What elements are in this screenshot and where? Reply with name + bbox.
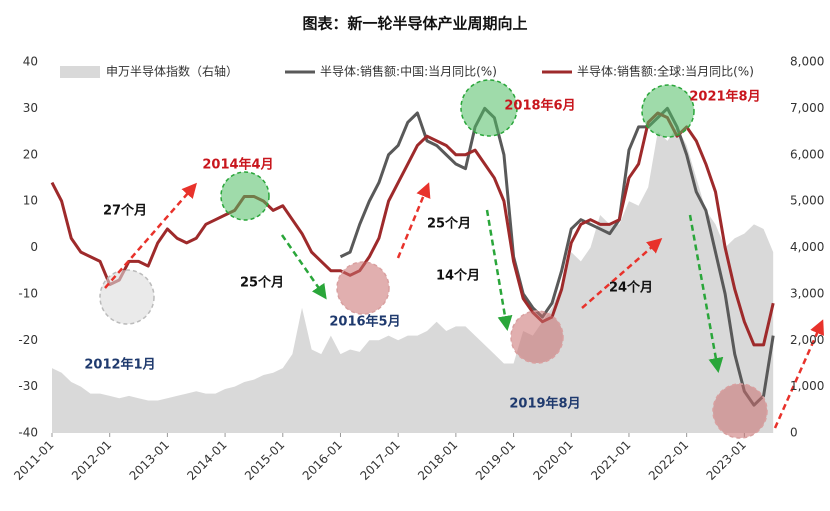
circle xyxy=(336,261,390,315)
y-tick-label: 10 xyxy=(23,194,38,208)
arrow xyxy=(396,182,431,259)
y-tick-label: 30 xyxy=(23,101,38,115)
x-tick-label: 2020-01 xyxy=(531,438,576,483)
y2-tick-label: 2,000 xyxy=(790,333,824,347)
x-tick-label: 2019-01 xyxy=(473,438,518,483)
y2-tick-label: 5,000 xyxy=(790,194,824,208)
y2-tick-label: 7,000 xyxy=(790,101,824,115)
circle xyxy=(460,79,518,137)
y2-tick-label: 3,000 xyxy=(790,286,824,300)
annotation: 25个月 xyxy=(240,275,284,291)
x-tick-label: 2015-01 xyxy=(242,438,287,483)
arrow xyxy=(581,238,663,309)
annotation: 2016年5月 xyxy=(329,314,400,330)
circle xyxy=(641,84,695,138)
annotation: 14个月 xyxy=(436,268,480,284)
circle xyxy=(99,269,155,325)
y2-tick-label: 4,000 xyxy=(790,240,824,254)
y-tick-label: -40 xyxy=(18,426,38,440)
y2-tick-label: 0 xyxy=(790,426,798,440)
x-tick-label: 2021-01 xyxy=(588,438,633,483)
y-tick-label: 40 xyxy=(23,55,38,69)
x-tick-label: 2011-01 xyxy=(11,438,56,483)
y-tick-label: 20 xyxy=(23,147,38,161)
x-tick-label: 2012-01 xyxy=(69,438,114,483)
x-tick-label: 2016-01 xyxy=(300,438,345,483)
y2-tick-label: 8,000 xyxy=(790,55,824,69)
x-tick-label: 2018-01 xyxy=(415,438,460,483)
arrow xyxy=(485,209,513,331)
circle xyxy=(510,310,564,364)
x-tick-label: 2014-01 xyxy=(184,438,229,483)
annotation: 2014年4月 xyxy=(202,157,273,173)
y-tick-label: 0 xyxy=(30,240,38,254)
y-tick-label: -30 xyxy=(18,379,38,393)
area xyxy=(52,126,774,434)
x-tick-label: 2017-01 xyxy=(357,438,402,483)
line xyxy=(339,106,775,407)
x-tick-label: 2023-01 xyxy=(704,438,749,483)
plot-area xyxy=(50,106,775,437)
circle xyxy=(220,171,270,221)
y2-tick-label: 1,000 xyxy=(790,379,824,393)
annotation: 2012年1月 xyxy=(84,357,155,373)
highlight-circles xyxy=(99,79,768,439)
legend-label: 半导体:销售额:中国:当月同比(%) xyxy=(320,64,497,79)
legend-label: 半导体:销售额:全球:当月同比(%) xyxy=(577,64,754,79)
x-tick-label: 2022-01 xyxy=(646,438,691,483)
annotation: 2018年6月 xyxy=(504,98,575,114)
x-tick-label: 2013-01 xyxy=(127,438,172,483)
legend-swatch xyxy=(60,66,100,78)
annotation: 27个月 xyxy=(103,203,147,219)
legend-label: 申万半导体指数（右轴） xyxy=(106,64,238,79)
chart-title: 图表：新一轮半导体产业周期向上 xyxy=(302,15,527,33)
arrow xyxy=(688,214,724,373)
circle xyxy=(712,383,768,439)
y-tick-label: -10 xyxy=(18,286,38,300)
y2-tick-label: 6,000 xyxy=(790,147,824,161)
annotation: 25个月 xyxy=(427,216,471,232)
y-tick-label: -20 xyxy=(18,333,38,347)
annotation: 24个月 xyxy=(609,280,653,296)
arrow xyxy=(280,234,327,300)
annotation: 2021年8月 xyxy=(689,89,760,105)
arrows xyxy=(104,182,824,429)
annotation: 2019年8月 xyxy=(509,396,580,412)
arrow xyxy=(104,182,197,289)
